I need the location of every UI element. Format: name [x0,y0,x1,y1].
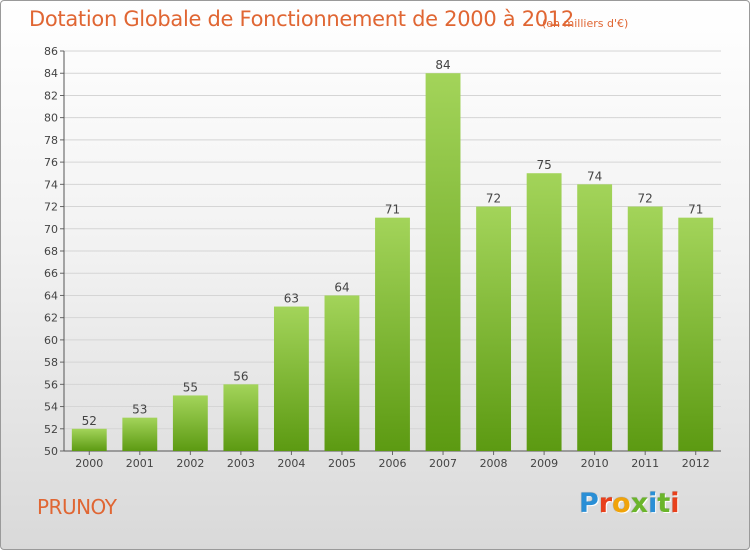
data-label-2006: 71 [385,203,400,217]
x-tick-label-2011: 2011 [631,457,659,470]
data-label-2007: 84 [435,58,450,72]
y-tick-label: 66 [44,267,58,280]
x-tick-label-2002: 2002 [176,457,204,470]
x-tick-label-2008: 2008 [480,457,508,470]
commune-name: PRUNOY [37,495,117,519]
y-tick-label: 52 [44,423,58,436]
y-tick-label: 56 [44,378,58,391]
x-tick-label-2004: 2004 [277,457,305,470]
bar-2000 [71,428,107,451]
y-tick-label: 60 [44,334,58,347]
data-label-2002: 55 [183,380,198,394]
data-label-2012: 71 [688,203,703,217]
data-label-2003: 56 [233,369,248,383]
data-label-2004: 63 [284,292,299,306]
y-tick-label: 70 [44,223,58,236]
y-tick-label: 74 [44,178,58,191]
x-tick-label-2001: 2001 [126,457,154,470]
y-tick-label: 78 [44,134,58,147]
x-tick-label-2006: 2006 [379,457,407,470]
y-tick-label: 82 [44,89,58,102]
y-tick-label: 64 [44,289,58,302]
logo-letter: P [579,488,599,519]
y-tick-label: 72 [44,201,58,214]
bar-2004 [273,306,309,451]
x-tick-labels: 2000 2001 2002 2003 2004 2005 2006 2007 2008 2009… [75,457,709,470]
logo-letter: i [648,488,658,519]
x-tick-label-2005: 2005 [328,457,356,470]
data-label-2009: 75 [536,158,551,172]
bar-2003 [223,384,259,451]
data-label-2011: 72 [638,192,653,206]
chart-title: Dotation Globale de Fonctionnement de 20… [29,7,574,31]
data-label-2008: 72 [486,192,501,206]
y-tick-label: 80 [44,112,58,125]
x-tick-label-2007: 2007 [429,457,457,470]
y-tick-label: 54 [44,401,58,414]
y-tick-label: 76 [44,156,58,169]
proxiti-logo: Proxiti [579,488,680,519]
x-tick-label-2012: 2012 [682,457,710,470]
x-tick-label-2009: 2009 [530,457,558,470]
x-tick-label-2003: 2003 [227,457,255,470]
logo-letter: o [612,488,631,519]
y-tick-label: 68 [44,245,58,258]
bar-2002 [172,395,208,451]
logo-letter: r [598,488,613,519]
bar-2012 [678,217,714,451]
bar-2008 [476,206,512,451]
logo-letter: t [657,488,671,519]
y-tick-label: 84 [44,67,58,80]
bars [71,73,714,452]
y-tick-label: 62 [44,312,58,325]
x-tick-label-2000: 2000 [75,457,103,470]
bar-2010 [577,184,613,452]
chart-subtitle: (en milliers d'€) [542,17,629,30]
bar-2011 [627,206,663,451]
bar-2006 [375,217,410,451]
bar-2009 [526,173,562,451]
data-label-2005: 64 [334,280,349,294]
data-label-2000: 52 [82,414,97,428]
data-label-2001: 53 [132,403,147,417]
y-tick-label: 50 [44,445,58,458]
y-tick-labels: 50 52 54 56 58 60 62 64 66 68 70 72 74 76 78 80 82 84 86 [44,45,58,458]
data-label-2010: 74 [587,169,602,183]
bar-2001 [122,417,158,451]
y-tick-label: 58 [44,356,58,369]
bar-2005 [324,295,360,451]
x-tick-label-2010: 2010 [581,457,609,470]
logo-letter: i [670,488,680,519]
logo-letter: x [630,488,649,519]
bar-2007 [425,73,461,451]
data-labels: 52 53 55 56 63 64 71 84 72 75 74 72 71 [82,58,704,428]
y-tick-label: 86 [44,45,58,58]
